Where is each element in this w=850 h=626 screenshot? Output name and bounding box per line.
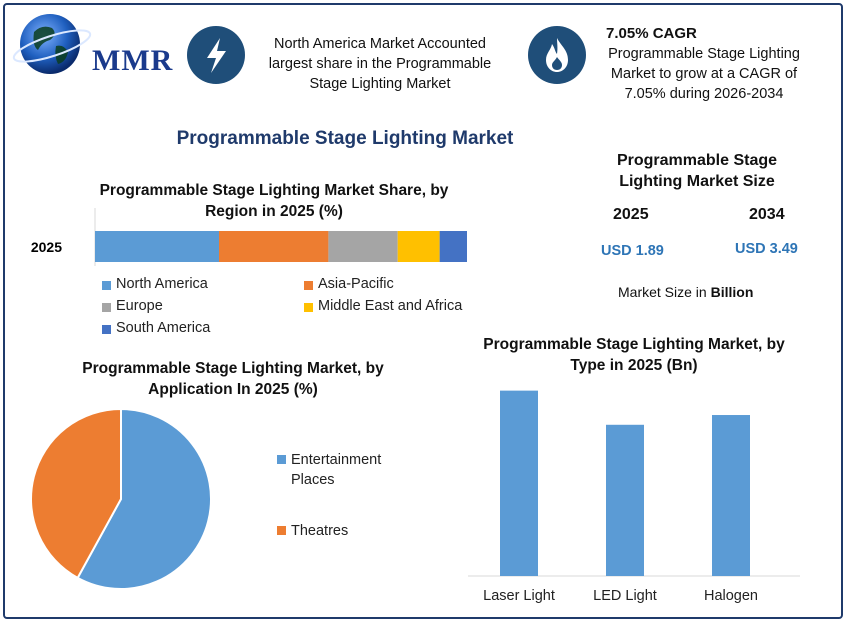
type-tick-label-led-light: LED Light (593, 588, 657, 604)
globe-icon (12, 14, 92, 74)
region-bar-europe (328, 231, 398, 262)
flame-icon (528, 26, 586, 84)
application-chart-title: Programmable Stage Lighting Market, by A… (82, 360, 384, 398)
region-category-label: 2025 (31, 239, 62, 255)
type-chart-title: Programmable Stage Lighting Market, by T… (483, 336, 785, 374)
size-unit-label: Market Size in Billion (618, 284, 753, 300)
cagr-callout: Programmable Stage Lighting Market to gr… (608, 46, 800, 102)
legend-swatch (102, 281, 111, 290)
legend-swatch (304, 281, 313, 290)
type-tick-label-laser-light: Laser Light (483, 588, 555, 604)
legend-label: North America (116, 276, 208, 292)
type-bar-halogen (712, 415, 750, 576)
page-title: Programmable Stage Lighting Market (176, 128, 514, 149)
region-chart-title: Programmable Stage Lighting Market Share… (99, 182, 449, 220)
legend-label: Entertainment Places (291, 452, 382, 488)
region-bar-north-america (95, 231, 219, 262)
region-bar-south-america (439, 231, 467, 262)
region-bar-asia-pacific (219, 231, 329, 262)
size-year-2025: 2025 (613, 206, 649, 223)
type-bar-laser-light (500, 390, 538, 576)
size-value-2034: USD 3.49 (735, 241, 798, 257)
region-legend-north-america: North America (102, 276, 208, 292)
region-legend-middle-east-and-africa: Middle East and Africa (304, 298, 462, 314)
region-bar-middle-east-and-africa (397, 231, 440, 262)
type-bar-led-light (606, 424, 644, 576)
size-year-2034: 2034 (749, 206, 785, 223)
market-size-title: Programmable Stage Lighting Market Size (616, 152, 778, 190)
cagr-title: 7.05% CAGR (606, 25, 697, 42)
legend-swatch (304, 303, 313, 312)
size-unit-prefix: Market Size in (618, 284, 707, 300)
legend-swatch (102, 303, 111, 312)
legend-swatch (102, 325, 111, 334)
pie-slice-entertainment-places (76, 407, 212, 590)
legend-label: Theatres (291, 523, 349, 539)
legend-swatch (277, 526, 286, 535)
size-value-2025: USD 1.89 (601, 243, 664, 259)
region-legend-europe: Europe (102, 298, 163, 314)
legend-label: Asia-Pacific (318, 276, 394, 292)
pie-slice-theatres (30, 407, 122, 580)
mmr-logo: MMR (12, 10, 174, 78)
type-tick-label-halogen: Halogen (704, 588, 758, 604)
legend-label: South America (116, 320, 211, 336)
region-legend-south-america: South America (102, 320, 210, 336)
size-unit-value: Billion (710, 284, 754, 300)
legend-swatch (277, 455, 286, 464)
north-america-callout: North America Market Accounted largest s… (268, 36, 492, 92)
logo-text: MMR (92, 44, 174, 77)
region-legend-asia-pacific: Asia-Pacific (304, 276, 394, 292)
legend-label: Middle East and Africa (318, 298, 463, 314)
legend-label: Europe (116, 298, 163, 314)
pie-legend-theatres: Theatres (277, 521, 397, 541)
lightning-bolt-icon (187, 26, 245, 84)
pie-legend-entertainment-places: Entertainment Places (277, 450, 397, 490)
